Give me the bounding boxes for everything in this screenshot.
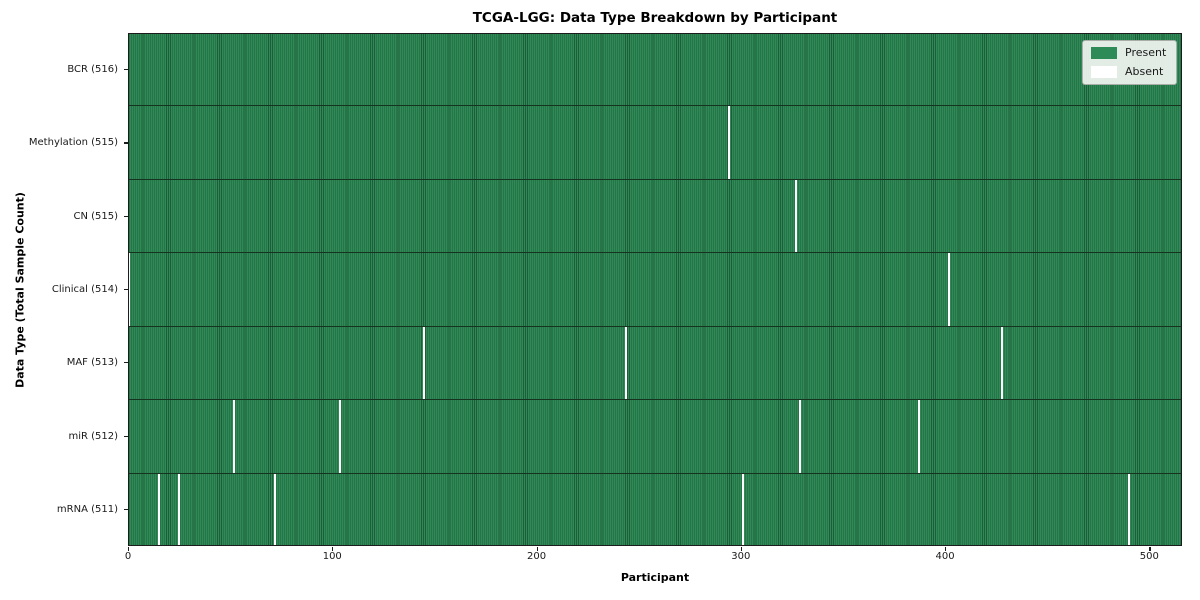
x-tick-mark [1149,547,1151,551]
x-tick-mark [128,547,130,551]
plot-rows [128,33,1182,546]
heatmap-row-CN [128,178,1182,253]
heatmap-row-mRNA [128,472,1182,546]
absent-stripe [917,400,920,473]
x-tick-label: 400 [935,551,955,562]
absent-stripe [794,179,797,253]
heatmap-row-Clinical [128,252,1182,326]
x-tick-mark [536,547,538,551]
legend-entry-absent: Absent [1091,65,1168,79]
y-tick-label: BCR (516) [67,64,118,76]
y-tick-mark [124,215,128,217]
x-tick-mark [945,547,947,551]
legend-swatch-absent [1091,66,1117,78]
absent-stripe [727,106,730,179]
y-tick-mark [124,435,128,437]
heatmap-row-Methylation [128,105,1182,179]
x-tick-mark [332,547,334,551]
x-tick-label: 100 [322,551,342,562]
absent-stripe [233,400,236,473]
x-tick-mark [740,547,742,551]
absent-stripe [1001,326,1004,400]
y-tick-mark [124,69,128,71]
absent-stripe [625,326,628,400]
legend-swatch-present [1091,47,1117,59]
y-tick-label: mRNA (511) [56,503,118,515]
y-tick-mark [124,289,128,291]
heatmap-row-MAF [128,325,1182,400]
heatmap-row-miR [128,399,1182,473]
heatmap-row-BCR [128,33,1182,106]
plot-area: Present Absent [128,33,1182,546]
absent-stripe [339,400,342,473]
legend: Present Absent [1082,40,1177,85]
x-tick-label: 300 [731,551,751,562]
legend-label: Present [1125,46,1167,59]
chart-title: TCGA-LGG: Data Type Breakdown by Partici… [472,10,838,26]
y-tick-mark [124,142,128,144]
y-tick-mark [124,508,128,511]
legend-entry-present: Present [1091,46,1168,60]
y-tick-label: Methylation (515) [28,137,118,149]
y-tick-label: Clinical (514) [51,284,118,295]
absent-stripe [128,253,130,326]
absent-stripe [178,473,181,546]
absent-stripe [948,253,951,326]
absent-stripe [799,400,802,473]
absent-stripe [741,473,744,546]
absent-stripe [423,326,426,400]
x-tick-label: 200 [526,551,547,562]
x-tick-label: 500 [1139,551,1159,562]
y-tick-label: miR (512) [68,430,118,442]
absent-stripe [1127,473,1130,546]
y-tick-mark [124,362,128,364]
absent-stripe [274,473,277,546]
y-tick-label: CN (515) [73,210,118,222]
legend-label: Absent [1125,65,1164,78]
x-axis-title: Participant [620,571,690,584]
absent-stripe [157,473,160,546]
y-tick-label: MAF (513) [66,357,118,369]
x-tick-label: 0 [124,551,132,562]
